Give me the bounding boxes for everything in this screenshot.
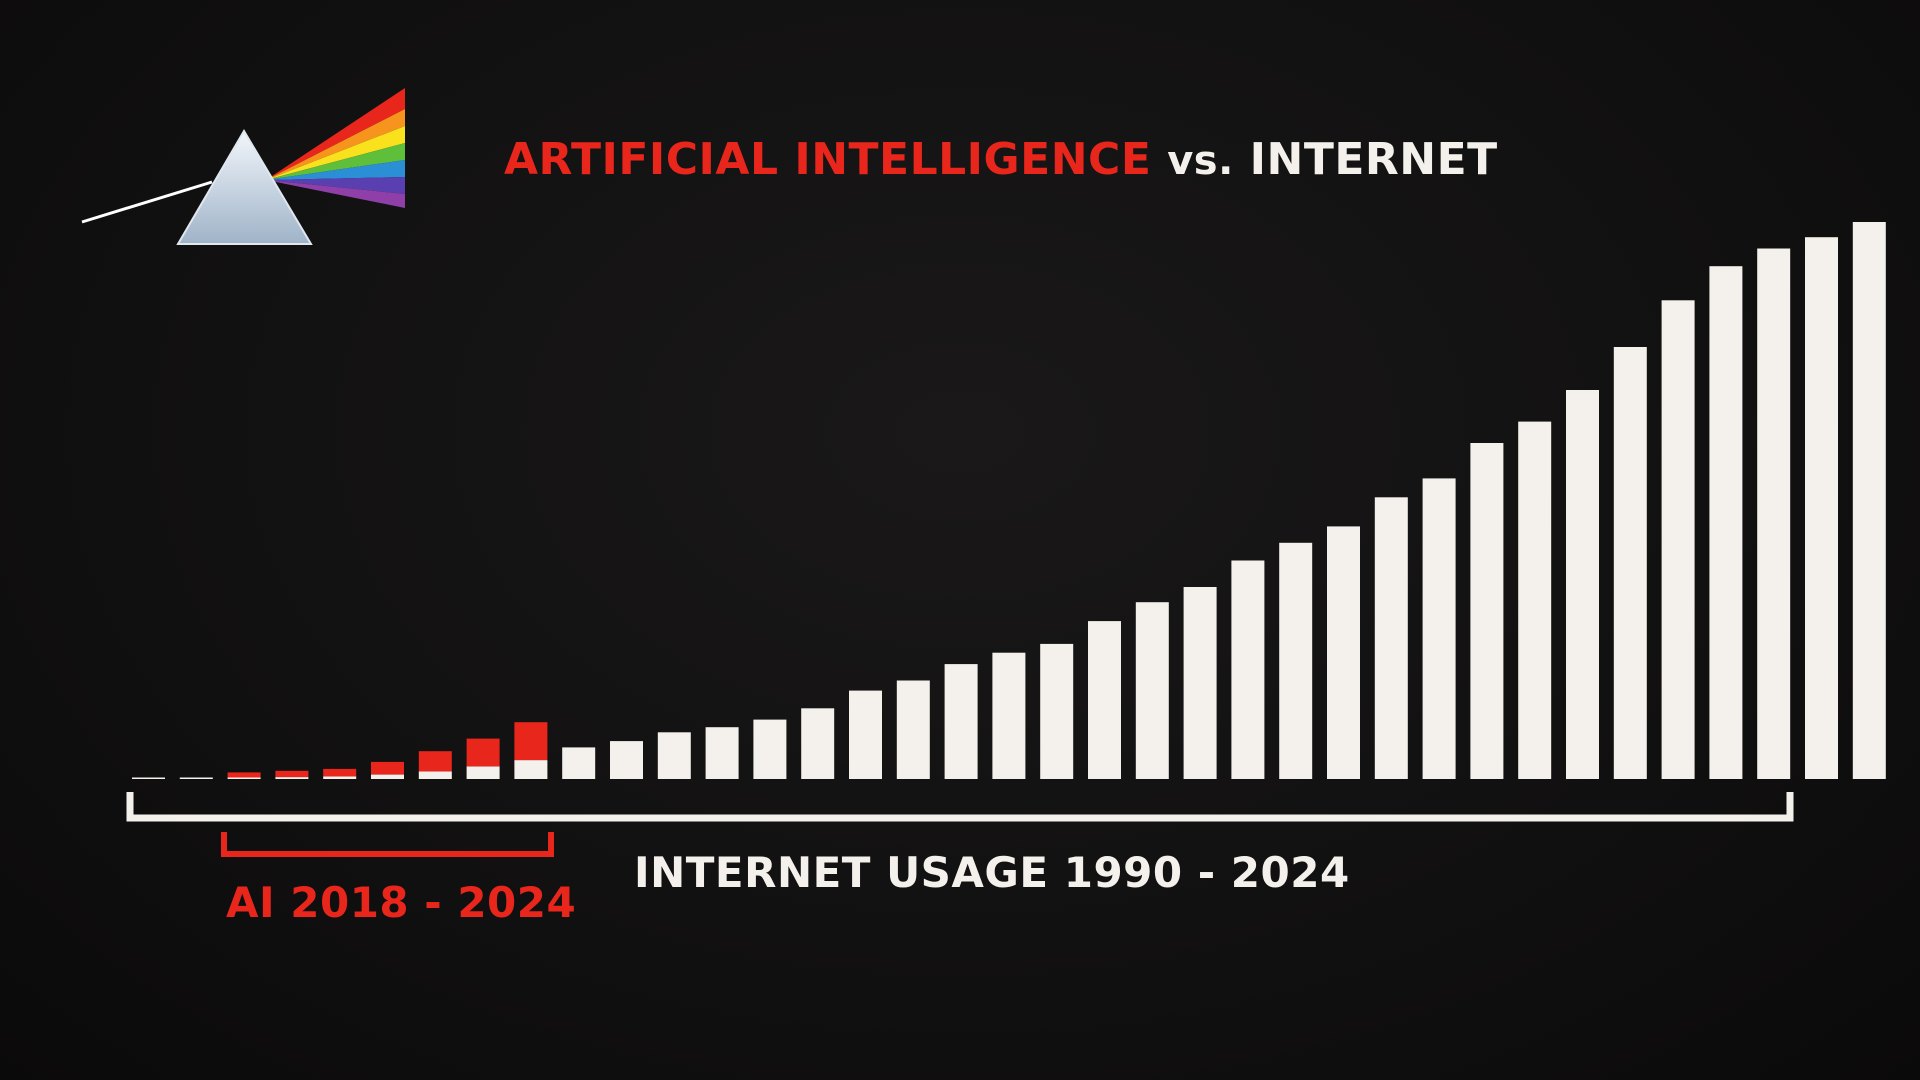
ai-bar-6	[418, 751, 452, 772]
internet-bar-34	[1757, 248, 1791, 779]
internet-bar-17	[944, 664, 978, 779]
internet-bar-3	[275, 777, 309, 779]
internet-bar-27	[1422, 478, 1456, 779]
ai-range-label: AI 2018 - 2024	[226, 878, 577, 927]
internet-bar-12	[705, 727, 739, 779]
internet-bar-13	[753, 719, 787, 779]
internet-bar-24	[1279, 542, 1313, 779]
title-internet: INTERNET	[1249, 134, 1498, 185]
prism-rainbow-icon	[81, 88, 405, 245]
internet-bar-36	[1852, 222, 1886, 779]
internet-bar-30	[1566, 390, 1599, 779]
internet-bar-14	[801, 708, 835, 779]
internet-bar-8	[514, 760, 548, 779]
internet-bar-28	[1470, 443, 1504, 779]
internet-bar-19	[1040, 643, 1074, 779]
internet-bar-20	[1088, 621, 1121, 779]
ai-bar-3	[275, 770, 309, 778]
internet-bar-0	[132, 777, 165, 779]
internet-bar-32	[1661, 300, 1695, 779]
internet-bar-15	[849, 690, 882, 779]
internet-bar-5	[371, 774, 404, 779]
internet-bar-35	[1805, 237, 1838, 779]
ai-bar-7	[466, 738, 500, 767]
internet-bar-6	[418, 771, 452, 779]
ai-bar-8	[514, 722, 548, 761]
internet-bar-11	[657, 732, 691, 779]
internet-bar-10	[610, 741, 643, 779]
internet-bar-23	[1231, 560, 1265, 779]
internet-bar-4	[323, 776, 357, 779]
internet-bar-18	[992, 652, 1026, 779]
internet-bar-9	[562, 747, 596, 779]
internet-range-bracket	[126, 792, 1794, 822]
ai-bar-4	[323, 768, 357, 777]
ai-bar-5	[371, 761, 404, 775]
title-vs: vs.	[1167, 138, 1234, 184]
internet-range-label: INTERNET USAGE 1990 - 2024	[634, 848, 1350, 897]
ai-range-bracket	[221, 832, 554, 857]
internet-bar-25	[1327, 526, 1360, 779]
internet-bar-29	[1518, 421, 1552, 779]
internet-bar-2	[227, 777, 261, 779]
internet-bar-21	[1135, 602, 1169, 779]
internet-bar-31	[1613, 347, 1647, 779]
internet-bar-1	[179, 777, 213, 779]
ai-bar-2	[227, 772, 261, 778]
internet-bar-7	[466, 766, 500, 779]
internet-bar-26	[1374, 497, 1408, 779]
title-ai: ARTIFICIAL INTELLIGENCE	[504, 134, 1152, 185]
internet-bar-33	[1709, 266, 1743, 779]
chart-title: ARTIFICIAL INTELLIGENCE vs. INTERNET	[504, 134, 1498, 185]
internet-bar-22	[1183, 587, 1217, 779]
internet-bar-16	[896, 680, 930, 779]
chart-bars	[132, 222, 1886, 779]
